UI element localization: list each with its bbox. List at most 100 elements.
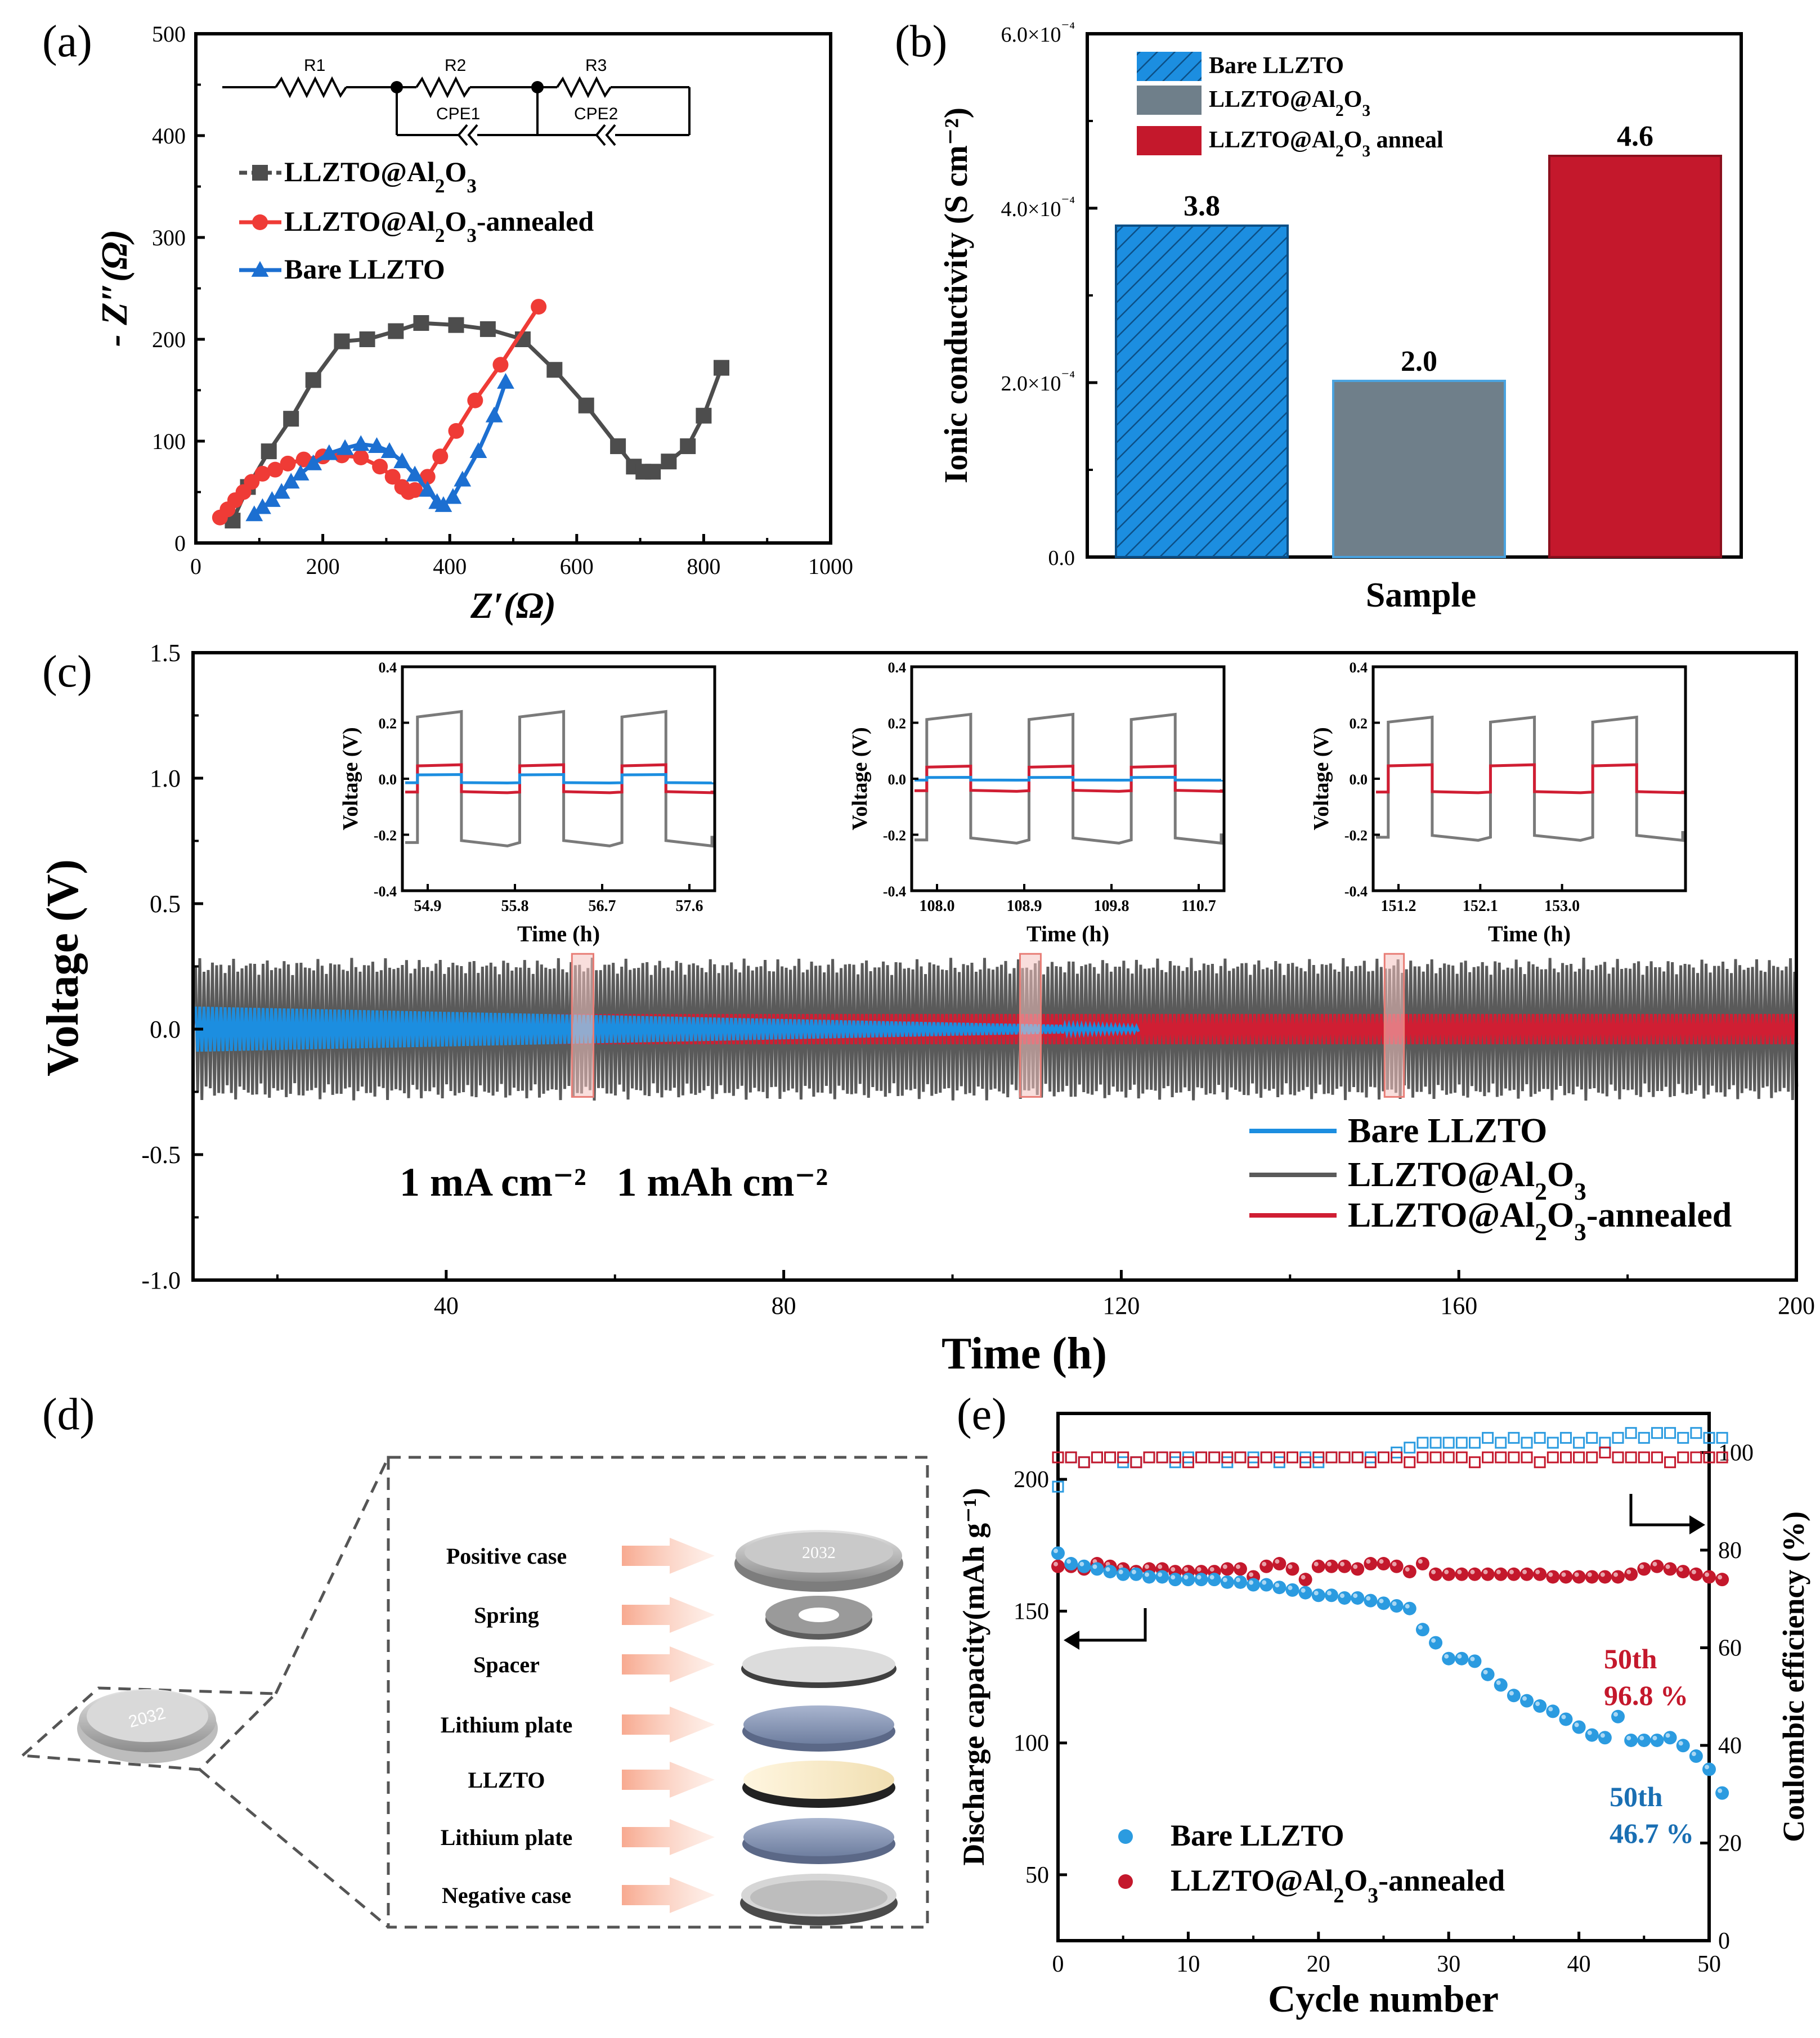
capacity-point-highlight xyxy=(1366,1559,1371,1564)
x-tick-label: 160 xyxy=(1440,1292,1477,1319)
capacity-point-highlight xyxy=(1613,1572,1619,1577)
inset-x-axis-label: Time (h) xyxy=(1488,921,1571,946)
data-point xyxy=(645,464,661,480)
ce-point xyxy=(1442,1451,1455,1464)
component-arrow xyxy=(622,1762,715,1798)
ce-point xyxy=(1416,1451,1429,1464)
inset-signal xyxy=(915,765,1223,793)
ce-point xyxy=(1521,1437,1533,1449)
capacity-point-highlight xyxy=(1457,1569,1462,1574)
capacity-point xyxy=(1637,1562,1651,1576)
y-tick-label: 200 xyxy=(152,327,186,352)
text-run: Bare LLZTO xyxy=(1171,1819,1344,1852)
capacity-point-highlight xyxy=(1522,1696,1527,1701)
component-label: Lithium plate xyxy=(441,1825,572,1850)
data-point xyxy=(610,438,626,455)
capacity-point-highlight xyxy=(1639,1564,1644,1569)
circuit-node xyxy=(531,81,544,93)
capacity-point xyxy=(1389,1599,1404,1613)
data-point xyxy=(497,372,514,389)
capacity-point-highlight xyxy=(1691,1752,1696,1757)
capacity-point xyxy=(1415,1623,1429,1637)
inset-x-tick-label: 57.6 xyxy=(676,897,703,915)
data-point xyxy=(578,397,594,414)
ce-point xyxy=(1130,1456,1142,1469)
ce-point xyxy=(1404,1456,1416,1469)
capacity-point-highlight xyxy=(1561,1572,1566,1577)
capacity-point xyxy=(1155,1570,1169,1584)
inset-y-tick-label: 0.4 xyxy=(1350,659,1368,676)
capacity-point-highlight xyxy=(1392,1561,1397,1566)
capacity-point xyxy=(1481,1567,1495,1581)
capacity-point-highlight xyxy=(1235,1564,1240,1569)
inset-x-axis-label: Time (h) xyxy=(1026,921,1109,946)
inset-y-tick-label: 0.0 xyxy=(1350,771,1368,788)
inset-y-tick-label: 0.4 xyxy=(888,659,907,676)
highlight-window xyxy=(571,953,595,1098)
capacity-point-highlight xyxy=(1457,1654,1462,1659)
coin-cell-tray xyxy=(19,1686,279,1771)
x-tick-label: 0 xyxy=(1052,1951,1064,1977)
panel-a-nyquist-chart: R1 R2 R3 CPE1 CPE2 0 200 400 600 800 1000 0 100… xyxy=(94,21,853,626)
component-arrow xyxy=(622,1538,715,1574)
lithium-plate-top xyxy=(743,1705,894,1744)
ce-point xyxy=(1534,1431,1546,1444)
tick-exponent: ⁻⁴ xyxy=(1061,19,1075,37)
ce-point xyxy=(1338,1451,1351,1464)
ce-point xyxy=(1599,1446,1611,1458)
capacity-point xyxy=(1233,1562,1247,1576)
capacity-point-highlight xyxy=(1158,1572,1163,1577)
capacity-point xyxy=(1442,1567,1456,1581)
inset-x-tick-label: 108.0 xyxy=(920,897,955,915)
capacity-point-highlight xyxy=(1340,1593,1345,1598)
subscript: 3 xyxy=(467,225,477,246)
y-tick-label: 1.5 xyxy=(150,639,181,667)
capacity-point-highlight xyxy=(1262,1561,1267,1566)
ce-point xyxy=(1612,1451,1624,1464)
capacity-point-highlight xyxy=(1379,1599,1384,1604)
capacity-point-highlight xyxy=(1353,1593,1358,1598)
capacity-point xyxy=(1338,1559,1352,1573)
capacity-point-highlight xyxy=(1222,1577,1227,1582)
capacity-point-highlight xyxy=(1600,1572,1605,1577)
coin-cell-face xyxy=(87,1690,208,1742)
inset-chart: -0.4 -0.2 0.0 0.2 0.4 108.0 108.9 109.8 110.7 Tim… xyxy=(848,659,1226,946)
ce-point xyxy=(1378,1451,1389,1464)
circuit-node xyxy=(391,81,403,93)
capacity-point xyxy=(1715,1573,1729,1587)
capacity-point xyxy=(1533,1567,1547,1581)
capacity-point-highlight xyxy=(1353,1564,1358,1569)
left-y-tick-label: 200 xyxy=(1014,1467,1049,1493)
capacity-point-highlight xyxy=(1340,1561,1345,1566)
capacity-point-highlight xyxy=(1092,1564,1097,1569)
ce-point xyxy=(1351,1451,1364,1464)
circuit-label-r2: R2 xyxy=(445,56,466,75)
capacity-point-highlight xyxy=(1288,1585,1293,1590)
capacity-point-highlight xyxy=(1405,1567,1410,1572)
capacity-point-highlight xyxy=(1131,1569,1136,1574)
subscript: 2 xyxy=(1333,1884,1344,1907)
capacity-point xyxy=(1285,1583,1299,1597)
capacity-point-highlight xyxy=(1652,1561,1657,1566)
capacity-point-highlight xyxy=(1249,1580,1254,1585)
capacity-point-highlight xyxy=(1665,1564,1670,1569)
ce-point xyxy=(1156,1451,1168,1464)
text-run: Bare LLZTO xyxy=(1348,1112,1547,1150)
right-axis-pointer-arrowhead xyxy=(1689,1515,1705,1534)
text-run: -annealed xyxy=(1586,1196,1732,1235)
data-point xyxy=(407,482,423,498)
x-tick-label: 0 xyxy=(190,554,201,579)
legend-label: LLZTO@Al2O3-annealed xyxy=(1348,1196,1732,1246)
capacity-point xyxy=(1468,1567,1482,1581)
capacity-point xyxy=(1285,1562,1299,1576)
capacity-point-highlight xyxy=(1705,1765,1709,1770)
capacity-point xyxy=(1572,1720,1586,1734)
x-tick-label: 80 xyxy=(772,1292,796,1319)
bare-50th-label: 50th xyxy=(1610,1781,1663,1812)
capacity-point-highlight xyxy=(1535,1569,1540,1574)
annealed-retention-label: 96.8 % xyxy=(1604,1680,1688,1711)
capacity-point-highlight xyxy=(1496,1680,1501,1685)
inset-chart: -0.4 -0.2 0.0 0.2 0.4 54.9 55.8 56.7 57.6 Time (h… xyxy=(339,659,716,946)
capacity-point-highlight xyxy=(1196,1575,1202,1580)
